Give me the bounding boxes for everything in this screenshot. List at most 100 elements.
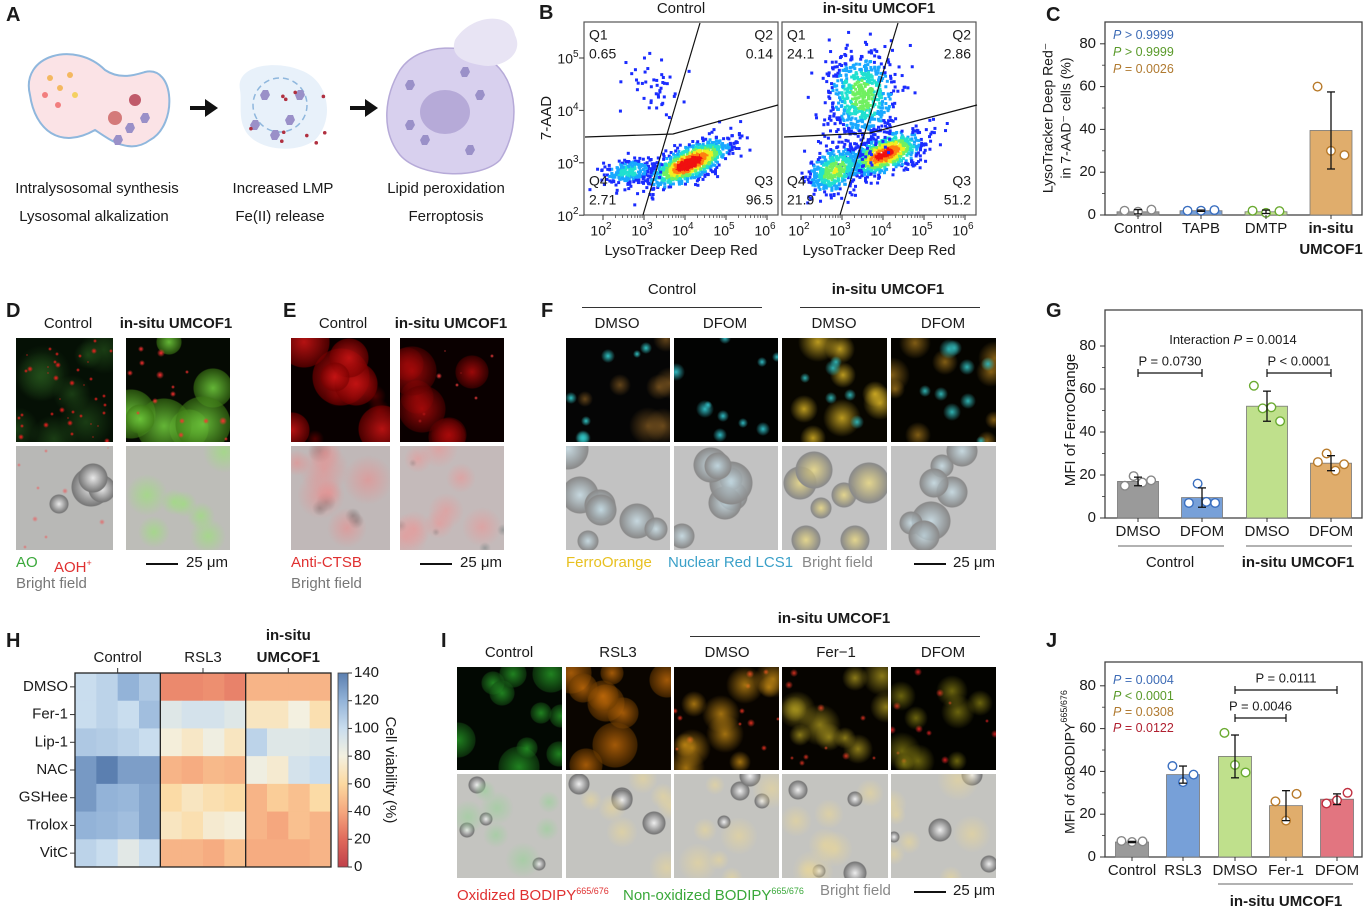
flow-event [882,151,886,155]
data-point [1339,150,1350,161]
flow-event [702,168,706,172]
flow-event [858,161,862,165]
flow-event [708,138,712,142]
flow-event [652,183,656,187]
heatmap-cell [309,728,332,757]
flow-event [703,146,707,150]
flow-event [888,129,892,133]
flow-event [648,51,652,55]
heatmap-cell [96,756,119,785]
flow-event [680,180,684,184]
flow-event [873,54,877,58]
data-point [1240,767,1251,778]
flow-event [654,164,658,168]
flow-event [848,84,852,88]
flow-event [693,169,697,173]
flow-event [820,180,824,184]
flow-event [720,145,724,149]
flow-event [697,142,701,146]
heatmap-cell [75,728,97,757]
lipid-burst-icon [453,18,518,66]
flow-event [848,90,852,94]
flow-event [708,156,712,160]
flow-event [705,172,709,176]
flow-event [643,179,647,183]
flow-event [861,111,865,115]
flow-event [891,105,895,109]
flow-event [853,76,857,80]
flow-event [888,63,892,67]
heatmap-cell [203,756,225,785]
panel-a-illustration [27,18,518,175]
flow-event [832,194,836,198]
flow-event [838,155,842,159]
flow-event [624,61,628,65]
flow-event [836,177,840,181]
flow-event [608,174,612,178]
flow-event [883,140,887,144]
flow-event [702,149,706,153]
flow-event [870,163,874,167]
flow-event [815,116,819,120]
flow-event [634,175,638,179]
flow-event [860,174,864,178]
flow-event [686,177,690,181]
flow-event [870,168,874,172]
flow-event [874,161,878,165]
flow-event [884,147,888,151]
flow-event [844,166,848,170]
flow-event [635,88,639,92]
p-symbol: P [1113,45,1122,59]
flow-event [861,168,865,172]
flow-event [824,184,828,188]
flow-event [836,74,840,78]
flow-event [817,178,821,182]
flow-event [838,96,842,100]
flow-event [904,161,908,165]
f-group-line-control [582,307,762,308]
micrograph-e-umcof1-brightfield [400,446,504,550]
quadrant-q3-label: Q3 [952,173,971,189]
flow-event [834,92,838,96]
row-label: Trolox [27,816,69,833]
flow-event [869,172,873,176]
flow-event [869,75,873,79]
flow-event [677,165,681,169]
flow-event [835,172,839,176]
flow-event [732,145,736,149]
flow-event [710,161,714,165]
flow-event [837,149,841,153]
nucleus-icon [420,90,470,134]
flow-event [876,71,880,75]
flow-event [888,97,892,101]
flow-event [878,140,882,144]
flow-event [831,101,835,105]
flow-event [810,71,814,75]
flow-event [726,136,730,140]
flow-event [688,173,692,177]
flow-event [675,175,679,179]
flow-event [889,76,893,80]
flow-event [906,140,910,144]
flow-event [684,173,688,177]
f-sub-dfom-1: DFOM [702,315,748,332]
flow-event [913,163,917,167]
flow-event [676,154,680,158]
flow-event [857,163,861,167]
molecule-dot-icon [72,92,78,98]
flow-event [663,185,667,189]
flow-event [860,125,864,129]
flow-event [866,157,870,161]
flow-event [846,176,850,180]
flow-event [849,181,853,185]
flow-event [688,155,692,159]
flow-event [827,71,831,75]
flow-event [877,152,881,156]
flow-event [838,121,842,125]
flow-event [902,168,906,172]
flow-event [617,175,621,179]
flow-event [917,139,921,143]
flow-event [852,188,856,192]
flow-event [647,182,651,186]
flow-event [660,58,664,62]
